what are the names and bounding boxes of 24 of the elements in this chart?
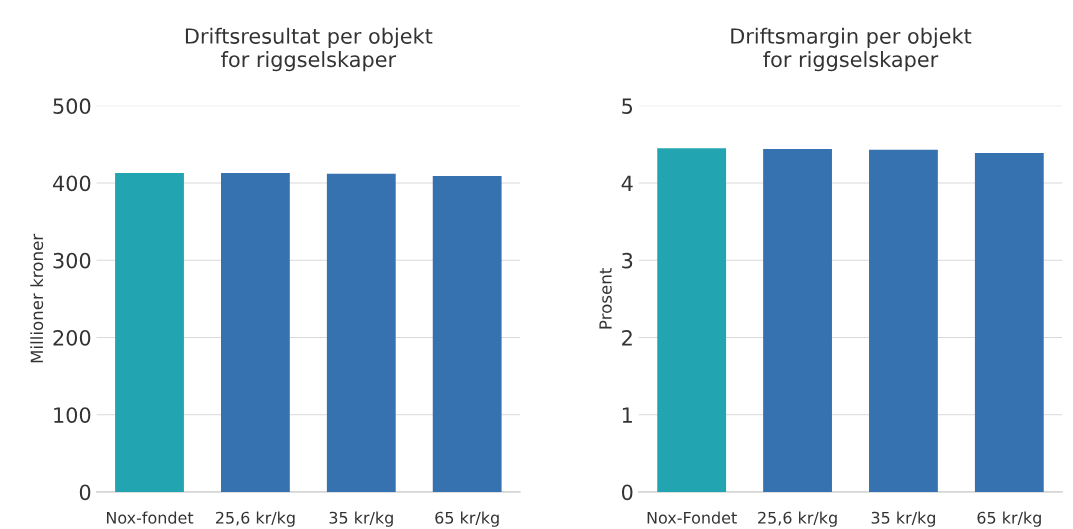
chart-title: Driftsresultat per objekt for riggselskaper	[185, 27, 433, 72]
x-tick-label: 65 kr/kg	[435, 511, 499, 527]
x-tick-label: Nox-Fondet	[647, 511, 737, 524]
y-tick-label: 5	[622, 98, 633, 115]
y-axis-title: Millioner kroner	[30, 233, 44, 363]
y-tick-label: 3	[622, 252, 633, 269]
y-tick-label: 500	[53, 98, 91, 115]
y-tick-label: 300	[53, 252, 91, 269]
y-tick-label: 200	[53, 329, 91, 346]
x-tick-label: 25,6 kr/kg	[758, 511, 837, 527]
x-tick-label: Nox-fondet	[106, 511, 194, 524]
y-tick-label: 100	[54, 407, 91, 423]
x-tick-label: 25,6 kr/kg	[215, 511, 295, 527]
y-tick-label: 400	[52, 175, 91, 192]
y-tick-label: 1	[622, 407, 632, 423]
y-axis-title: Prosent	[599, 268, 612, 329]
chart-title: Driftsmargin per objekt for riggselskaper	[731, 27, 972, 72]
y-tick-label: 0	[621, 484, 633, 501]
x-tick-label: 65 kr/kg	[977, 511, 1041, 527]
y-tick-label: 0	[79, 484, 91, 501]
x-tick-label: 35 kr/kg	[871, 511, 935, 527]
y-tick-label: 4	[621, 175, 633, 191]
x-tick-label: 35 kr/kg	[329, 511, 393, 527]
y-tick-label: 2	[622, 329, 632, 346]
